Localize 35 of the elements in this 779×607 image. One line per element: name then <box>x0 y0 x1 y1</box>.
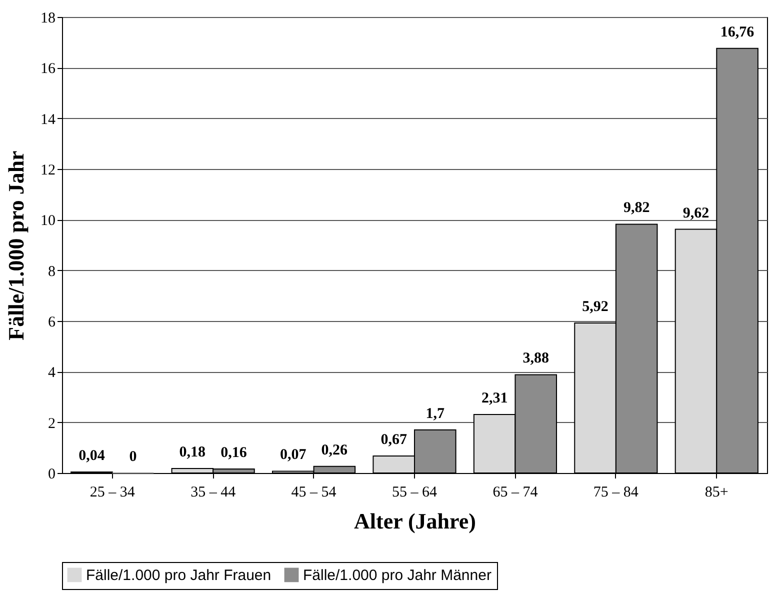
x-tick-label: 65 – 74 <box>492 484 538 500</box>
x-axis-title: Alter (Jahre) <box>354 508 476 534</box>
y-tick-label: 4 <box>48 365 56 382</box>
data-label: 0,07 <box>280 447 307 464</box>
y-axis-title: Fälle/1.000 pro Jahr <box>4 150 28 340</box>
data-label: 3,88 <box>522 350 549 367</box>
data-label: 0,16 <box>220 444 248 461</box>
y-tick-label: 8 <box>48 264 56 280</box>
x-tick-label: 45 – 54 <box>291 484 337 500</box>
data-label: 9,82 <box>623 200 650 216</box>
data-label: 0 <box>129 449 137 465</box>
legend-label: Fälle/1.000 pro Jahr Frauen <box>86 566 272 584</box>
x-tick-label: 75 – 84 <box>593 484 639 500</box>
data-label: 0,04 <box>78 448 106 464</box>
data-label: 1,7 <box>426 406 446 422</box>
y-tick-label: 10 <box>40 213 56 230</box>
data-label: 9,62 <box>682 205 710 222</box>
data-label: 5,92 <box>582 299 608 316</box>
x-tick-label: 25 – 34 <box>90 484 136 500</box>
legend-label: Fälle/1.000 pro Jahr Männer <box>303 566 492 584</box>
y-tick-label: 14 <box>40 112 56 128</box>
data-label: 2,31 <box>481 390 508 406</box>
data-label: 0,18 <box>179 444 206 460</box>
x-tick-label: 55 – 64 <box>392 484 438 500</box>
x-tick-label: 35 – 44 <box>190 484 236 500</box>
y-tick-label: 12 <box>40 162 56 178</box>
data-label: 16,76 <box>720 24 755 40</box>
y-tick-label: 0 <box>48 466 56 482</box>
y-tick-label: 6 <box>48 314 56 330</box>
y-tick-label: 16 <box>40 61 56 78</box>
x-tick-label: 85+ <box>704 484 728 500</box>
y-tick-label: 18 <box>40 10 56 26</box>
data-label: 0,67 <box>380 432 408 448</box>
data-label: 0,26 <box>321 442 348 458</box>
y-tick-label: 2 <box>48 416 56 432</box>
